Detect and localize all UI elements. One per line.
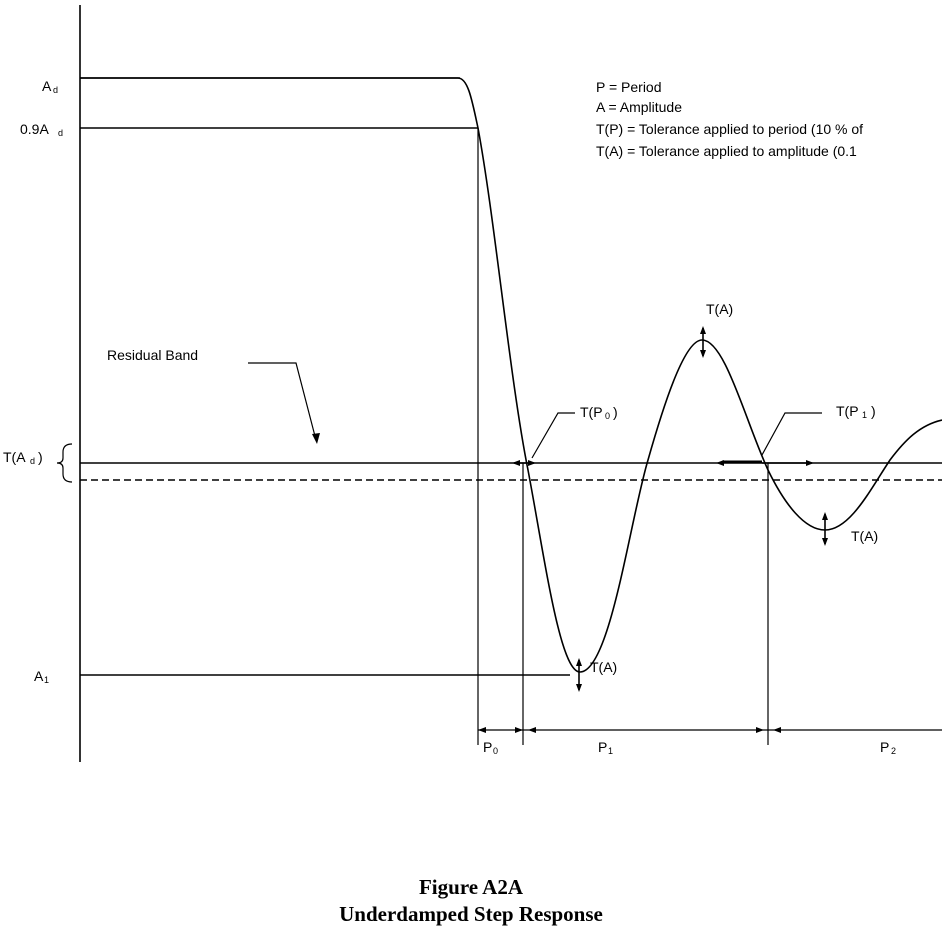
label-p0: P 0 (483, 739, 498, 756)
svg-text:d: d (30, 456, 35, 466)
step-response-diagram: P = Period A = Amplitude T(P) = Toleranc… (3, 5, 942, 762)
p0-dimension (478, 727, 523, 733)
label-a1: A 1 (34, 668, 49, 685)
label-p1: P 1 (598, 739, 613, 756)
t-ad-brace (56, 443, 73, 483)
residual-band-label: Residual Band (107, 347, 198, 363)
svg-text:1: 1 (44, 675, 49, 685)
svg-text:): ) (871, 403, 876, 419)
residual-band-leader (248, 362, 317, 441)
legend-amplitude: A = Amplitude (596, 99, 682, 115)
svg-text:2: 2 (891, 746, 896, 756)
figure-number: Figure A2A (418, 875, 524, 899)
label-t-p0: T(P 0 ) (580, 404, 618, 421)
svg-text:d: d (58, 128, 63, 138)
svg-text:A: A (42, 78, 52, 94)
t-p1-crossing-arrows (716, 460, 814, 466)
response-curve (80, 77, 942, 673)
residual-band-leader-arrowhead (312, 433, 320, 444)
label-t-ad: T(A d ) (3, 449, 43, 466)
svg-text:P: P (880, 739, 889, 755)
svg-text:T(P: T(P (580, 404, 603, 420)
label-t-a-trough2: T(A) (851, 528, 878, 544)
legend-tolerance-amplitude: T(A) = Tolerance applied to amplitude (0… (596, 143, 857, 159)
t-a-trough2-arrow (822, 512, 828, 546)
label-t-a-trough1: T(A) (590, 659, 617, 675)
t-p0-leader (531, 412, 575, 459)
svg-text:T(A: T(A (3, 449, 26, 465)
svg-text:P: P (598, 739, 607, 755)
svg-text:P: P (483, 739, 492, 755)
svg-text:A: A (34, 668, 44, 684)
t-a-peak-arrow (700, 326, 706, 358)
t-a-trough1-arrow (576, 658, 582, 692)
label-ad: A d (42, 78, 58, 95)
t-p1-leader (761, 412, 822, 456)
svg-text:T(P: T(P (836, 403, 859, 419)
label-t-p1: T(P 1 ) (836, 403, 876, 420)
label-p2: P 2 (880, 739, 896, 756)
p2-dimension (768, 727, 942, 733)
svg-text:): ) (38, 449, 43, 465)
p1-dimension (523, 727, 768, 733)
svg-text:): ) (613, 404, 618, 420)
label-t-a-peak: T(A) (706, 301, 733, 317)
svg-text:0: 0 (605, 411, 610, 421)
svg-text:0: 0 (493, 746, 498, 756)
svg-text:d: d (53, 85, 58, 95)
svg-text:1: 1 (608, 746, 613, 756)
svg-text:0.9A: 0.9A (20, 121, 49, 137)
legend-period: P = Period (596, 79, 662, 95)
svg-text:1: 1 (862, 410, 867, 420)
label-09ad: 0.9A d (20, 121, 63, 138)
t-p0-crossing-arrows (512, 460, 536, 466)
figure-title: Underdamped Step Response (339, 902, 603, 926)
legend-tolerance-period: T(P) = Tolerance applied to period (10 %… (596, 121, 863, 137)
